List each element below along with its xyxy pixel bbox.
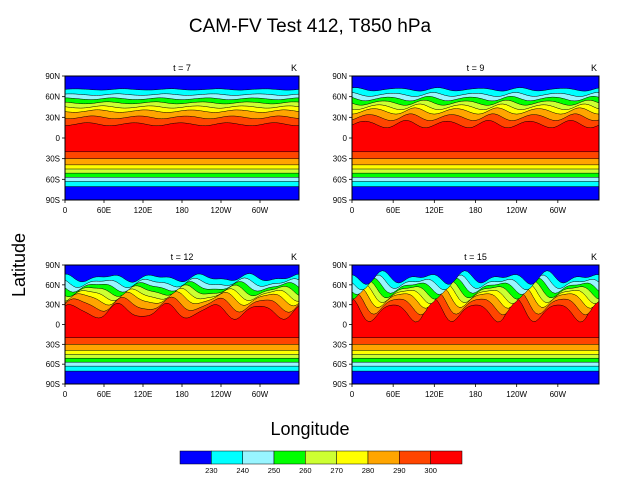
x-tick-label: 60E bbox=[386, 206, 400, 215]
y-tick-label: 90N bbox=[332, 72, 347, 81]
colorbar-label: 280 bbox=[362, 466, 375, 475]
colorbar-swatch bbox=[211, 450, 243, 465]
x-tick-label: 180 bbox=[469, 390, 483, 399]
x-axis-title: Longitude bbox=[270, 419, 350, 439]
y-tick-label: 0 bbox=[343, 321, 348, 330]
x-tick-label: 60W bbox=[252, 206, 269, 215]
x-tick-label: 0 bbox=[350, 390, 355, 399]
x-tick-label: 60E bbox=[97, 390, 111, 399]
y-tick-label: 60N bbox=[45, 93, 60, 102]
north-band-230 bbox=[351, 75, 600, 92]
y-tick-label: 60N bbox=[332, 93, 347, 102]
south-band-230 bbox=[352, 371, 599, 384]
north-band-230 bbox=[351, 264, 600, 285]
south-band-230 bbox=[65, 371, 299, 384]
north-band-230 bbox=[64, 75, 300, 91]
x-tick-label: 120E bbox=[425, 206, 444, 215]
y-tick-label: 30N bbox=[45, 113, 60, 122]
x-tick-label: 120W bbox=[211, 206, 232, 215]
y-tick-label: 90N bbox=[45, 72, 60, 81]
x-tick-label: 180 bbox=[175, 206, 189, 215]
y-tick-label: 0 bbox=[56, 134, 61, 143]
y-tick-label: 0 bbox=[343, 134, 348, 143]
x-tick-label: 60E bbox=[97, 206, 111, 215]
panel-title: t = 7 bbox=[173, 63, 191, 73]
x-tick-label: 0 bbox=[63, 206, 68, 215]
x-tick-label: 120E bbox=[134, 390, 153, 399]
panel-units: K bbox=[591, 63, 597, 73]
x-tick-label: 180 bbox=[175, 390, 189, 399]
colorbar-swatch bbox=[367, 450, 400, 465]
x-tick-label: 60W bbox=[252, 390, 269, 399]
x-tick-label: 60W bbox=[550, 206, 567, 215]
panel-title: t = 12 bbox=[171, 252, 194, 262]
x-tick-label: 60W bbox=[550, 390, 567, 399]
colorbar-swatch bbox=[336, 450, 369, 465]
colorbar: 230 240 250 260 270 280 290 300 bbox=[179, 450, 463, 475]
colorbar-label: 260 bbox=[299, 466, 312, 475]
x-tick-label: 120W bbox=[506, 206, 527, 215]
x-tick-label: 180 bbox=[469, 206, 483, 215]
y-tick-label: 30S bbox=[333, 155, 347, 164]
panel-title: t = 15 bbox=[464, 252, 487, 262]
y-tick-label: 90S bbox=[333, 196, 347, 205]
y-tick-label: 0 bbox=[56, 321, 61, 330]
y-tick-label: 30N bbox=[45, 301, 60, 310]
south-band-230 bbox=[65, 186, 299, 200]
panel-units: K bbox=[291, 252, 297, 262]
colorbar-label: 250 bbox=[268, 466, 281, 475]
y-tick-label: 60S bbox=[333, 175, 347, 184]
x-tick-label: 0 bbox=[63, 390, 68, 399]
y-tick-label: 30N bbox=[332, 301, 347, 310]
y-tick-label: 90S bbox=[46, 380, 60, 389]
y-tick-label: 90N bbox=[45, 261, 60, 270]
chart-title: CAM-FV Test 412, T850 hPa bbox=[188, 16, 432, 37]
x-tick-label: 120W bbox=[506, 390, 527, 399]
x-tick-label: 0 bbox=[350, 206, 355, 215]
x-tick-label: 120E bbox=[134, 206, 153, 215]
colorbar-swatch bbox=[179, 450, 212, 465]
y-tick-label: 30S bbox=[46, 340, 60, 349]
y-tick-label: 30S bbox=[46, 155, 60, 164]
y-tick-label: 60S bbox=[46, 360, 60, 369]
panel-title: t = 9 bbox=[467, 63, 485, 73]
x-tick-label: 120E bbox=[425, 390, 444, 399]
y-tick-label: 60S bbox=[333, 360, 347, 369]
south-band-230 bbox=[352, 186, 599, 200]
x-tick-label: 120W bbox=[211, 390, 232, 399]
y-tick-label: 30N bbox=[332, 113, 347, 122]
y-tick-label: 60N bbox=[45, 281, 60, 290]
panel-units: K bbox=[591, 252, 597, 262]
y-tick-label: 60N bbox=[332, 281, 347, 290]
colorbar-swatch bbox=[242, 450, 275, 465]
y-tick-label: 30S bbox=[333, 340, 347, 349]
colorbar-swatch bbox=[399, 450, 431, 465]
colorbar-label: 270 bbox=[330, 466, 343, 475]
x-tick-label: 60E bbox=[386, 390, 400, 399]
y-tick-label: 60S bbox=[46, 175, 60, 184]
y-tick-label: 90S bbox=[333, 380, 347, 389]
colorbar-swatch bbox=[305, 450, 337, 465]
y-tick-label: 90N bbox=[332, 261, 347, 270]
colorbar-swatch bbox=[273, 450, 306, 465]
north-band-230 bbox=[64, 264, 300, 283]
panel-units: K bbox=[291, 63, 297, 73]
colorbar-label: 240 bbox=[236, 466, 249, 475]
colorbar-swatch bbox=[430, 450, 463, 465]
y-tick-label: 90S bbox=[46, 196, 60, 205]
colorbar-label: 290 bbox=[393, 466, 406, 475]
colorbar-label: 300 bbox=[424, 466, 437, 475]
colorbar-label: 230 bbox=[205, 466, 218, 475]
